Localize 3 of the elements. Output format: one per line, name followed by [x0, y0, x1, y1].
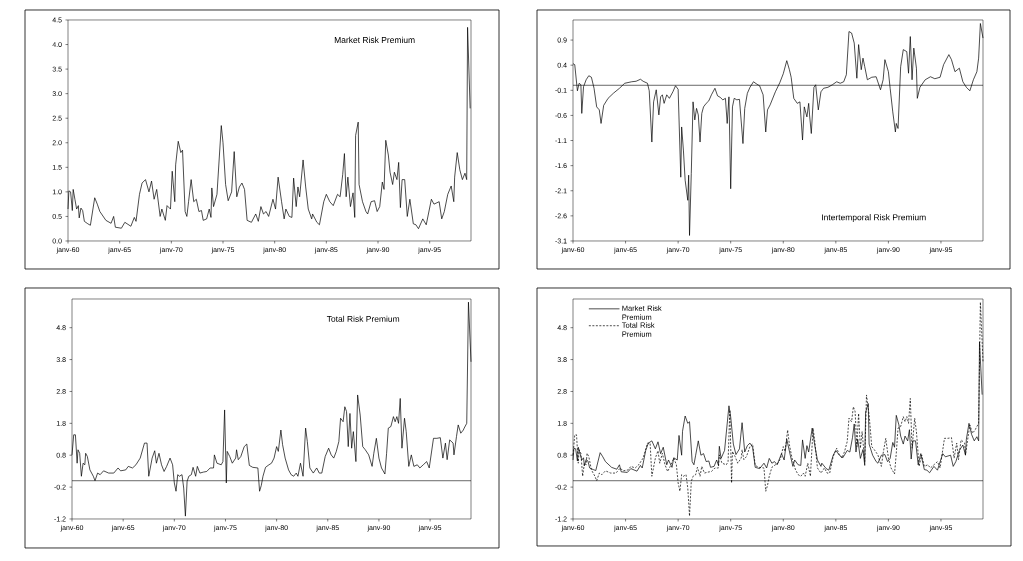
text: Market Risk Premium — [334, 36, 415, 43]
text: Total Risk Premium — [326, 315, 400, 322]
text: Intertemporal Risk Premium — [822, 214, 926, 222]
